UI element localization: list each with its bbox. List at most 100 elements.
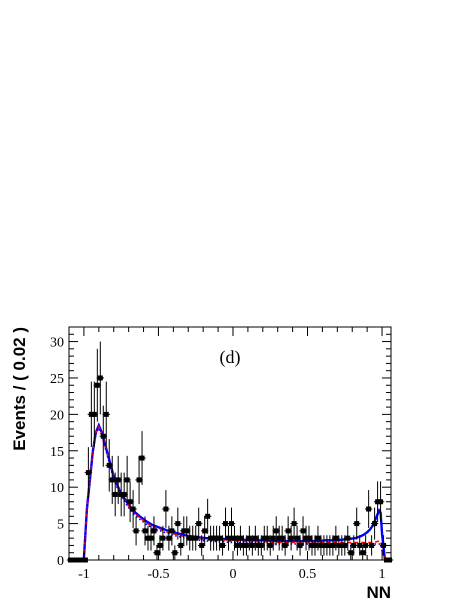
data-point (147, 525, 155, 551)
data-point-marker (217, 535, 223, 541)
x-axis-title: NN (366, 583, 391, 602)
data-point (114, 455, 122, 504)
data-point-marker (196, 521, 202, 527)
y-axis-title: Events / ( 0.02 ) (10, 327, 29, 451)
data-point (299, 516, 307, 546)
data-point-marker (139, 455, 145, 461)
y-tick-label: 5 (57, 518, 64, 533)
data-point (290, 507, 298, 540)
data-point-marker (285, 528, 291, 534)
x-tick-label: 1 (379, 567, 386, 582)
data-point-marker (345, 535, 351, 541)
data-point (132, 516, 140, 546)
data-point-marker (249, 542, 255, 548)
data-point (135, 455, 143, 504)
data-point (236, 525, 245, 551)
data-point-marker (357, 542, 363, 548)
data-point (102, 381, 110, 448)
data-point (364, 490, 373, 528)
data-point-marker (226, 535, 232, 541)
data-point (174, 507, 182, 540)
data-point-marker (97, 375, 103, 381)
data-point-marker (270, 535, 276, 541)
data-point (138, 431, 146, 486)
data-point (84, 447, 93, 499)
data-point (123, 455, 131, 504)
data-point-marker (109, 477, 115, 483)
data-point-marker (381, 542, 387, 548)
data-point (200, 516, 209, 546)
data-point-marker (228, 521, 234, 527)
data-point-marker (354, 521, 360, 527)
data-point (293, 525, 301, 551)
data-point-marker (166, 535, 172, 541)
data-point-marker (172, 550, 178, 556)
data-point (203, 498, 212, 534)
data-point-marker (282, 542, 288, 548)
data-point-marker (205, 513, 211, 519)
data-point-marker (199, 542, 205, 548)
data-point-marker (106, 462, 112, 468)
data-point (96, 341, 105, 415)
data-point (284, 516, 292, 546)
data-point (296, 535, 304, 556)
data-point-marker (100, 433, 106, 439)
x-tick-label: -1 (78, 567, 90, 582)
data-point-marker (273, 528, 279, 534)
data-point-marker (243, 542, 249, 548)
data-point-marker (223, 521, 229, 527)
data-point-marker (151, 528, 157, 534)
data-point-marker (306, 535, 312, 541)
data-point (90, 381, 99, 448)
data-point (376, 481, 385, 523)
data-point (105, 439, 113, 492)
data-point-marker (348, 550, 354, 556)
data-point-marker (133, 528, 139, 534)
data-point-marker (315, 535, 321, 541)
data-point-marker (127, 499, 133, 505)
data-point (358, 545, 367, 560)
data-point-marker (169, 528, 175, 534)
data-point-marker (163, 506, 169, 512)
data-point (165, 525, 173, 551)
data-point (281, 535, 289, 556)
data-point (194, 507, 203, 540)
data-point (332, 525, 340, 551)
data-point-marker (246, 535, 252, 541)
data-point (150, 516, 158, 546)
data-point-marker (231, 535, 237, 541)
data-point (344, 525, 352, 551)
data-point-marker (142, 528, 148, 534)
data-point (367, 535, 376, 556)
x-tick-label: 0.5 (299, 567, 317, 582)
data-point-marker (351, 542, 357, 548)
data-point-marker (378, 499, 384, 505)
data-point (370, 507, 379, 540)
data-point-marker (193, 535, 199, 541)
data-point (183, 516, 191, 546)
data-point-marker (369, 542, 375, 548)
data-point-marker (175, 521, 181, 527)
data-point-marker (220, 542, 226, 548)
data-point-marker (112, 491, 118, 497)
data-point-marker (154, 550, 160, 556)
data-point-marker (294, 535, 300, 541)
data-point-marker (288, 535, 294, 541)
data-point-marker (148, 535, 154, 541)
y-tick-label: 0 (57, 554, 64, 569)
data-point-marker (237, 535, 243, 541)
data-point-marker (115, 477, 121, 483)
data-point-marker (297, 542, 303, 548)
data-point (99, 405, 107, 467)
data-point-marker (252, 535, 258, 541)
x-tick-label: -0.5 (147, 567, 169, 582)
data-point-marker (366, 506, 372, 512)
x-tick-label: 0 (229, 567, 236, 582)
data-point-marker (372, 521, 378, 527)
data-point (305, 525, 313, 551)
data-point (353, 507, 361, 540)
data-point-marker (258, 542, 264, 548)
data-point-marker (103, 411, 109, 417)
data-point (314, 525, 322, 551)
